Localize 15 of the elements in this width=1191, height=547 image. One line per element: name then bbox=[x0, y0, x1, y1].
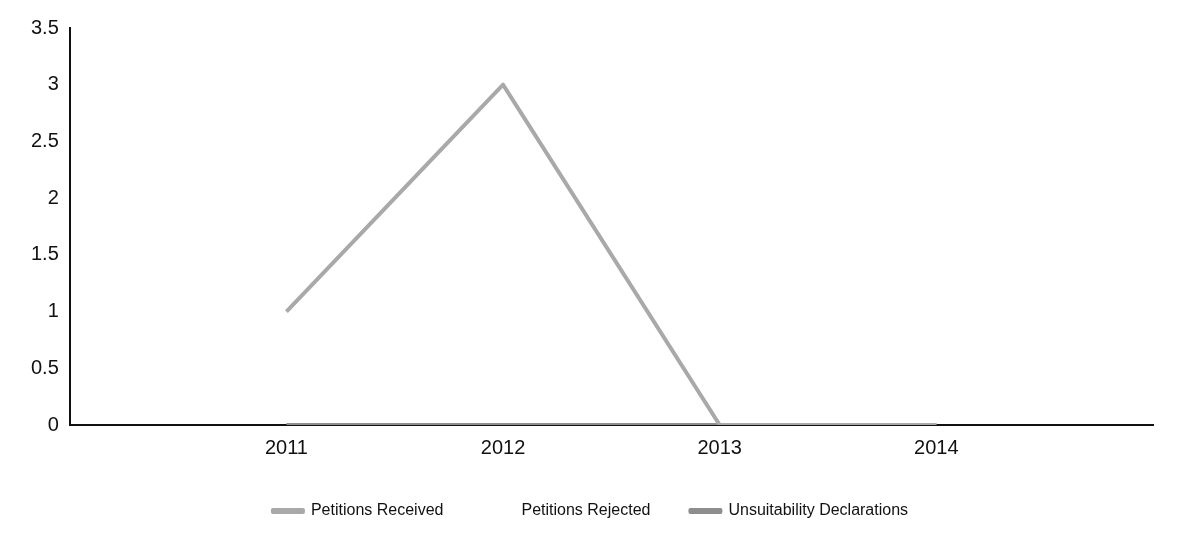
x-tick-label: 2011 bbox=[264, 435, 308, 458]
y-tick-label: 3.5 bbox=[30, 15, 59, 38]
y-tick-label: 0 bbox=[47, 412, 59, 435]
y-tick-label: 1 bbox=[47, 299, 59, 322]
y-tick-label: 0.5 bbox=[30, 355, 59, 378]
legend-label: Petitions Received bbox=[310, 501, 444, 519]
text: Petitions Rejected bbox=[521, 501, 651, 519]
y-tick-label: 1.5 bbox=[30, 242, 59, 265]
x-tick-label: 2013 bbox=[697, 435, 742, 458]
y-tick-label: 2.5 bbox=[30, 128, 59, 151]
x-tick-label: 2014 bbox=[914, 435, 959, 458]
y-tick-label: 2 bbox=[47, 185, 59, 208]
x-tick-label: 2012 bbox=[480, 435, 526, 458]
y-tick-label: 3 bbox=[47, 72, 59, 95]
legend-label: Unsuitability Declarations bbox=[728, 501, 909, 519]
